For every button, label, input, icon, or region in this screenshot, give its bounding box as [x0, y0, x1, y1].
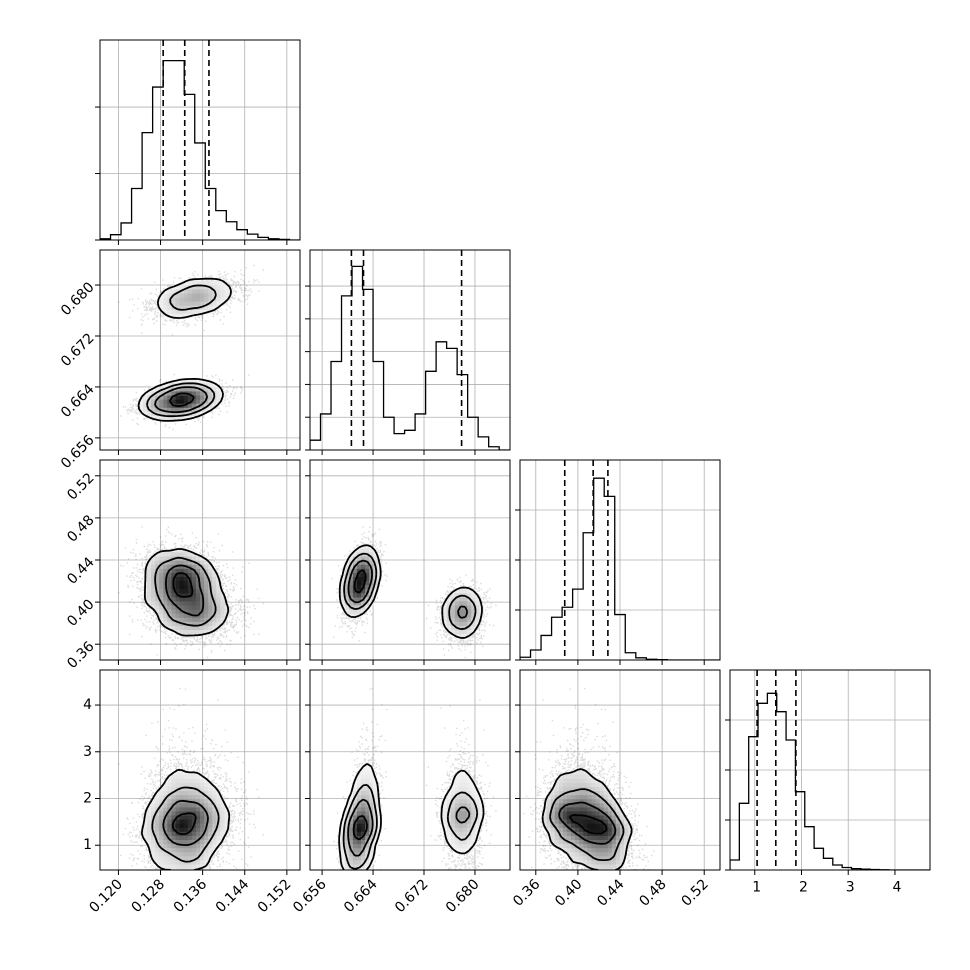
panel-0-2: 0.36 0.40 0.44 0.48 0.52	[64, 459, 301, 672]
histogram-0	[100, 59, 300, 240]
xtick-label-0-4: 0.152	[255, 876, 295, 916]
contour-2-3-1	[558, 801, 617, 845]
ytick-label-2-2: 0.44	[64, 554, 97, 587]
xtick-label-3-1: 2	[799, 880, 808, 896]
density-layer-1-2	[331, 526, 497, 659]
ytick-label-1-2: 0.672	[58, 330, 98, 370]
density-layer-1-3	[333, 687, 497, 870]
contour-1-2-2	[343, 552, 477, 631]
panel-2-3: 0.36 0.40 0.44 0.48 0.52	[510, 669, 721, 910]
contour-1-3-0	[352, 815, 368, 841]
xtick-label-3-2: 3	[846, 880, 855, 896]
panel-1-1	[305, 249, 511, 455]
ytick-label-1-3: 0.680	[58, 279, 98, 319]
xtick-label-0-1: 0.128	[129, 876, 169, 916]
panel-frame-1-3	[309, 669, 511, 871]
contour-1-3-1	[347, 798, 471, 857]
xtick-label-0-0: 0.120	[86, 876, 126, 916]
ytick-label-2-3: 0.48	[64, 512, 97, 545]
contour-0-3-2	[151, 786, 220, 863]
ytick-label-2-4: 0.52	[64, 470, 97, 503]
contour-0-1-0	[168, 392, 195, 407]
density-layer-2-3	[523, 687, 655, 870]
contour-2-3-3	[541, 768, 633, 870]
contour-0-1-2	[146, 284, 217, 418]
ytick-label-3-2: 3	[83, 744, 92, 760]
contour-0-3-1	[162, 799, 209, 846]
contour-1-3-2	[342, 784, 479, 870]
contour-2-3-0	[568, 814, 608, 835]
ytick-label-3-3: 4	[83, 697, 92, 713]
xtick-label-3-3: 4	[892, 880, 901, 896]
xtick-label-1-1: 0.664	[341, 876, 381, 916]
ytick-label-2-0: 0.36	[64, 638, 97, 671]
xtick-label-1-0: 0.656	[290, 876, 330, 916]
panel-frame-0-0	[99, 39, 301, 241]
contour-0-3-0	[171, 812, 197, 835]
contour-1-2-3	[338, 544, 483, 639]
panel-0-1: 0.656 0.664 0.672 0.680	[58, 249, 301, 472]
xtick-label-0-2: 0.136	[171, 876, 211, 916]
contour-0-2-0	[172, 572, 194, 598]
contour-0-2-3	[144, 548, 230, 637]
ytick-label-1-0: 0.656	[58, 432, 98, 472]
panel-3-3: 1 2 3 4	[725, 669, 931, 896]
contour-0-1-1	[154, 386, 209, 414]
density-layer-0-3	[118, 687, 264, 870]
panel-1-2	[305, 459, 511, 665]
ytick-label-2-1: 0.40	[64, 596, 97, 629]
contour-0-1-3	[137, 277, 232, 422]
contour-0-3-3	[140, 769, 231, 870]
density-layer-0-2	[118, 526, 264, 659]
histogram-1	[310, 265, 510, 450]
xtick-label-2-2: 0.44	[594, 876, 627, 909]
panel-0-3: 1 2 3 4 0.120 0.128 0.136 0.144 0.152	[83, 669, 301, 916]
ytick-label-3-0: 1	[83, 837, 92, 853]
xtick-label-1-2: 0.672	[392, 876, 432, 916]
xtick-label-2-4: 0.52	[679, 876, 712, 909]
xtick-label-2-1: 0.40	[552, 876, 585, 909]
ytick-label-3-1: 2	[83, 791, 92, 807]
xtick-label-0-3: 0.144	[213, 876, 253, 916]
contour-1-2-0	[353, 569, 367, 594]
panel-frame-0-3	[99, 669, 301, 871]
xtick-label-1-3: 0.680	[443, 876, 483, 916]
contour-2-3-2	[549, 788, 625, 861]
density-layer-0-1	[118, 264, 264, 431]
contour-1-2-1	[347, 559, 469, 619]
contour-0-2-2	[154, 556, 217, 627]
xtick-label-2-0: 0.36	[510, 876, 543, 909]
xtick-label-3-0: 1	[752, 880, 761, 896]
xtick-label-2-3: 0.48	[636, 876, 669, 909]
contour-1-3-3	[338, 762, 485, 870]
panel-0-0	[95, 39, 301, 245]
contour-0-2-1	[165, 564, 205, 617]
panel-2-2	[515, 459, 721, 665]
panel-frame-3-3	[729, 669, 931, 871]
panel-frame-0-1	[99, 249, 301, 451]
panel-1-3: 0.656 0.664 0.672 0.680	[290, 669, 511, 916]
panel-frame-1-1	[309, 249, 511, 451]
ytick-label-1-1: 0.664	[58, 381, 98, 421]
